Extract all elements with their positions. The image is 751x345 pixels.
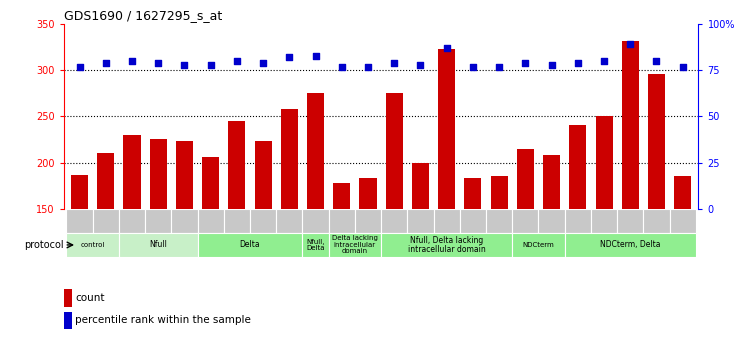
- Bar: [333, 183, 350, 345]
- Bar: [543, 155, 560, 345]
- Bar: [412, 162, 429, 345]
- Point: [362, 64, 374, 69]
- Bar: [98, 153, 114, 345]
- Bar: [407, 209, 433, 233]
- Bar: [591, 209, 617, 233]
- Bar: [145, 209, 171, 233]
- Bar: [460, 209, 486, 233]
- Point: [650, 58, 662, 64]
- Bar: [255, 141, 272, 345]
- Bar: [464, 178, 481, 345]
- Bar: [596, 116, 613, 345]
- Bar: [381, 209, 407, 233]
- Bar: [433, 209, 460, 233]
- Bar: [66, 209, 92, 233]
- Point: [572, 60, 584, 66]
- Point: [677, 64, 689, 69]
- Bar: [490, 176, 508, 345]
- Bar: [176, 141, 193, 345]
- Bar: [617, 209, 644, 233]
- Point: [205, 62, 217, 68]
- Bar: [512, 209, 538, 233]
- Bar: [119, 233, 198, 257]
- Text: NDCterm: NDCterm: [523, 242, 554, 248]
- Bar: [281, 109, 298, 345]
- Point: [545, 62, 557, 68]
- Bar: [303, 233, 329, 257]
- Bar: [198, 209, 224, 233]
- Point: [309, 53, 321, 58]
- Bar: [92, 209, 119, 233]
- Bar: [674, 176, 691, 345]
- Text: Delta lacking
intracellular
domain: Delta lacking intracellular domain: [332, 235, 378, 255]
- Bar: [202, 157, 219, 345]
- Point: [257, 60, 269, 66]
- Point: [388, 60, 400, 66]
- Point: [283, 55, 295, 60]
- Point: [231, 58, 243, 64]
- Bar: [565, 233, 696, 257]
- Bar: [486, 209, 512, 233]
- Text: Nfull: Nfull: [149, 240, 167, 249]
- Bar: [360, 178, 376, 345]
- Text: Nfull,
Delta: Nfull, Delta: [306, 239, 325, 251]
- Bar: [307, 93, 324, 345]
- Bar: [71, 175, 88, 345]
- Bar: [386, 93, 403, 345]
- Bar: [569, 125, 587, 345]
- Text: Nfull, Delta lacking
intracellular domain: Nfull, Delta lacking intracellular domai…: [408, 236, 486, 254]
- Bar: [228, 121, 246, 345]
- Text: protocol: protocol: [24, 240, 64, 250]
- Bar: [517, 149, 534, 345]
- Bar: [224, 209, 250, 233]
- Bar: [250, 209, 276, 233]
- Point: [74, 64, 86, 69]
- Bar: [355, 209, 381, 233]
- Point: [415, 62, 427, 68]
- Point: [441, 46, 453, 51]
- Bar: [329, 233, 381, 257]
- Bar: [648, 74, 665, 345]
- Point: [336, 64, 348, 69]
- Point: [493, 64, 505, 69]
- Text: count: count: [75, 293, 104, 303]
- Bar: [381, 233, 512, 257]
- Text: percentile rank within the sample: percentile rank within the sample: [75, 315, 251, 325]
- Bar: [670, 209, 696, 233]
- Point: [152, 60, 164, 66]
- Point: [179, 62, 191, 68]
- Point: [520, 60, 532, 66]
- Bar: [538, 209, 565, 233]
- Bar: [512, 233, 565, 257]
- Bar: [644, 209, 670, 233]
- Text: control: control: [80, 242, 105, 248]
- Bar: [303, 209, 329, 233]
- Point: [126, 58, 138, 64]
- Bar: [64, 289, 72, 306]
- Bar: [329, 209, 355, 233]
- Bar: [123, 135, 140, 345]
- Bar: [438, 49, 455, 345]
- Bar: [119, 209, 145, 233]
- Point: [624, 42, 636, 47]
- Bar: [198, 233, 303, 257]
- Bar: [171, 209, 198, 233]
- Text: Delta: Delta: [240, 240, 261, 249]
- Point: [467, 64, 479, 69]
- Bar: [149, 139, 167, 345]
- Bar: [276, 209, 303, 233]
- Point: [598, 58, 610, 64]
- Text: NDCterm, Delta: NDCterm, Delta: [600, 240, 660, 249]
- Bar: [565, 209, 591, 233]
- Bar: [622, 41, 639, 345]
- Point: [100, 60, 112, 66]
- Bar: [64, 312, 72, 329]
- Bar: [66, 233, 119, 257]
- Text: GDS1690 / 1627295_s_at: GDS1690 / 1627295_s_at: [64, 9, 222, 22]
